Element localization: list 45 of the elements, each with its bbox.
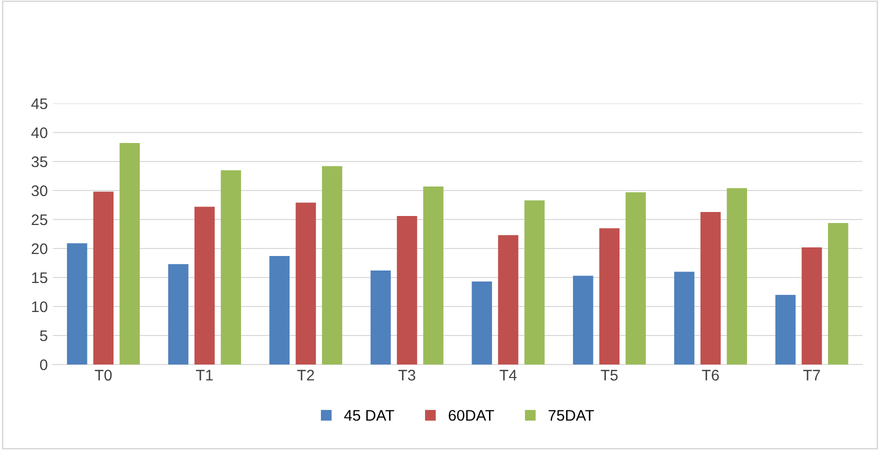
y-tick-label: 20	[32, 243, 48, 254]
bar	[396, 216, 418, 364]
bar	[296, 202, 316, 364]
bar	[423, 186, 444, 364]
x-tick-label: T4	[500, 370, 517, 380]
legend-label: 75DAT	[548, 410, 594, 421]
y-tick-label: 40	[31, 127, 48, 138]
x-tick-label: T0	[94, 370, 112, 381]
y-tick-label: 15	[32, 272, 48, 284]
bar	[674, 272, 694, 364]
bar	[524, 200, 545, 364]
bar	[269, 256, 290, 364]
bar	[775, 294, 796, 364]
legend-label: 60DAT	[448, 410, 494, 421]
y-tick-label: 0	[40, 359, 48, 370]
bar	[168, 264, 188, 364]
y-tick-label: 45	[31, 98, 48, 110]
bar	[498, 235, 518, 364]
y-tick-label: 25	[32, 214, 48, 226]
y-tick-label: 30	[32, 185, 48, 196]
x-tick-label: T3	[398, 370, 416, 381]
bar	[322, 166, 342, 364]
bar	[599, 228, 620, 364]
bar	[66, 243, 88, 364]
x-tick-label: T7	[803, 370, 820, 380]
y-tick-label: 10	[32, 301, 48, 312]
bar	[194, 206, 215, 364]
bar	[828, 222, 848, 364]
y-tick-label: 35	[32, 156, 48, 168]
legend-label: 45 DAT	[344, 410, 394, 421]
bar	[120, 142, 140, 364]
bar	[472, 282, 492, 364]
bar	[626, 192, 646, 364]
bar	[700, 212, 721, 364]
x-tick-label: T1	[196, 370, 213, 380]
x-tick-label: T2	[297, 370, 314, 380]
x-tick-label: T6	[702, 370, 719, 381]
bar	[726, 188, 748, 364]
y-tick-label: 5	[40, 330, 48, 342]
bar	[93, 192, 114, 364]
bar	[370, 270, 391, 364]
bar	[220, 170, 242, 364]
bar	[802, 247, 822, 364]
x-tick-label: T5	[600, 370, 618, 381]
bar	[572, 276, 594, 364]
